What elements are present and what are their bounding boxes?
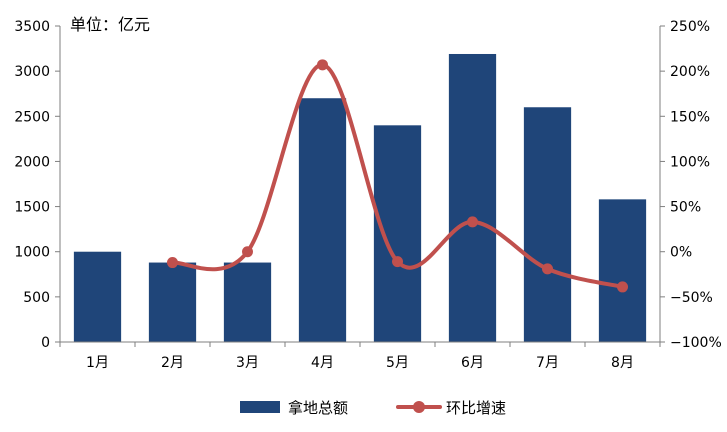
x-tick-label: 2月 (161, 355, 184, 371)
bar-6 (448, 53, 497, 342)
axes-layer: 0 500 1000 1500 2000 2500 3000 3500 −100% −50% 0% 5… (14, 19, 721, 371)
right-tick-label: 150% (670, 109, 710, 125)
bar-4 (298, 98, 347, 342)
right-tick-label: −100% (670, 335, 722, 351)
bar-5 (373, 125, 422, 342)
bars-layer (73, 53, 647, 342)
growth-point-4 (317, 59, 328, 71)
x-tick-label: 6月 (461, 355, 484, 371)
bar-1 (73, 251, 122, 342)
left-tick-label: 0 (41, 335, 50, 351)
right-tick-label: 250% (670, 19, 710, 35)
left-tick-label: 500 (23, 290, 50, 306)
right-tick-label: 50% (670, 200, 701, 216)
x-tick-label: 5月 (386, 355, 409, 371)
x-tick-label: 3月 (236, 355, 259, 371)
legend-bar-label: 拿地总额 (288, 399, 348, 417)
left-tick-label: 1000 (14, 245, 50, 261)
right-tick-label: 0% (670, 245, 692, 261)
x-tick-label: 1月 (86, 355, 109, 371)
bar-8 (598, 199, 647, 342)
growth-point-5 (392, 256, 403, 268)
growth-point-8 (617, 281, 628, 293)
legend-line-marker (413, 401, 425, 413)
unit-label: 单位：亿元 (70, 15, 150, 34)
legend: 拿地总额 环比增速 (240, 399, 506, 417)
right-tick-label: 100% (670, 154, 710, 170)
legend-line-label: 环比增速 (446, 399, 506, 417)
bar-3 (223, 262, 272, 342)
left-tick-label: 2000 (14, 154, 50, 170)
growth-point-2 (167, 257, 178, 269)
left-tick-label: 2500 (14, 109, 50, 125)
left-tick-label: 3500 (14, 19, 50, 35)
left-tick-label: 1500 (14, 200, 50, 216)
bar-7 (523, 107, 572, 342)
bar-2 (148, 262, 197, 342)
growth-line (170, 62, 625, 289)
x-tick-label: 4月 (311, 355, 334, 371)
legend-bar-swatch (240, 401, 280, 413)
x-tick-label: 8月 (611, 355, 634, 371)
left-tick-label: 3000 (14, 64, 50, 80)
growth-point-7 (542, 263, 553, 275)
right-tick-label: 200% (670, 64, 710, 80)
line-layer (167, 59, 628, 293)
growth-point-6 (467, 216, 478, 228)
x-tick-label: 7月 (536, 355, 559, 371)
growth-point-3 (242, 246, 253, 258)
right-tick-label: −50% (670, 290, 713, 306)
